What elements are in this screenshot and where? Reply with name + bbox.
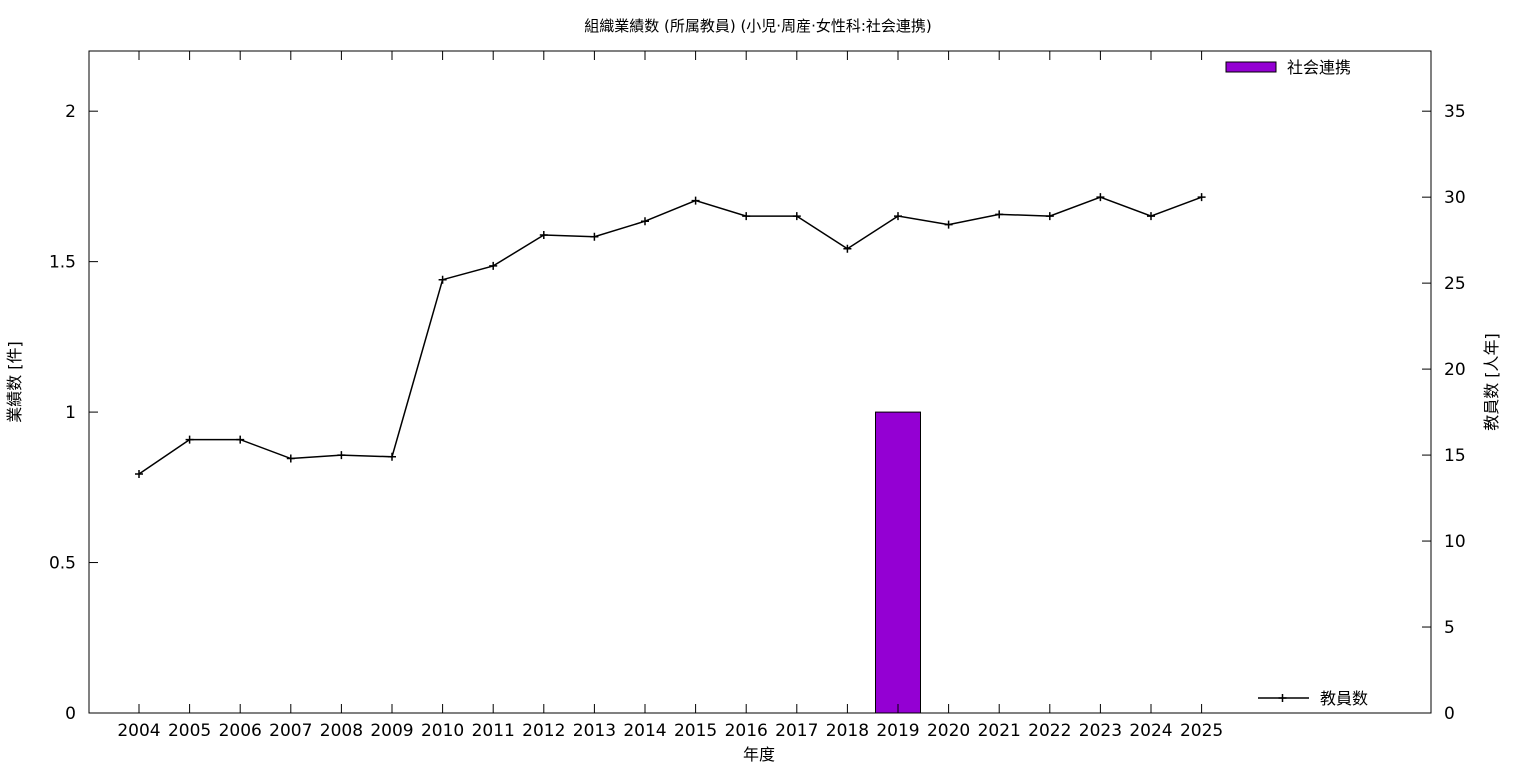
y2-tick-label: 35	[1444, 102, 1466, 122]
y-tick-label: 0	[65, 704, 76, 724]
data-point	[590, 232, 599, 241]
data-point	[1197, 193, 1206, 202]
y-tick-label: 0.5	[49, 554, 76, 574]
data-point	[539, 230, 548, 239]
x-axis: 2004 2005 2006 2007 2008 2009 2010 2011 2012 2013…	[117, 51, 1223, 741]
data-point	[388, 452, 396, 461]
data-point	[489, 261, 498, 270]
data-point	[792, 212, 801, 221]
x-tick-label: 2025	[1180, 721, 1223, 741]
data-point	[1045, 212, 1054, 221]
data-point	[742, 212, 751, 221]
x-tick-label: 2013	[573, 721, 616, 741]
data-point	[843, 244, 852, 253]
data-point	[185, 435, 194, 444]
x-tick-label: 2004	[117, 721, 160, 741]
x-tick-label: 2019	[876, 721, 919, 741]
x-tick-label: 2009	[370, 721, 413, 741]
x-tick-label: 2018	[826, 721, 869, 741]
y-axis-right-title: 教員数 [人年]	[1482, 333, 1501, 431]
y-axis-left-title: 業績数 [件]	[5, 341, 24, 423]
data-point	[1096, 193, 1105, 202]
x-tick-label: 2016	[725, 721, 768, 741]
bar-group	[875, 411, 921, 714]
y2-tick-label: 20	[1444, 360, 1466, 380]
data-point	[135, 469, 143, 478]
y2-tick-label: 5	[1444, 618, 1455, 638]
x-tick-label: 2008	[320, 721, 363, 741]
x-tick-label: 2020	[927, 721, 970, 741]
y2-tick-label: 0	[1444, 704, 1455, 724]
legend-item-bar: 社会連携	[1225, 58, 1351, 77]
data-point	[438, 275, 447, 284]
y-axis-left: 0 0.5 1 1.5 2	[49, 102, 98, 724]
legend-item-line: 教員数	[1258, 689, 1368, 708]
y2-tick-label: 15	[1444, 446, 1466, 466]
legend-label-line: 教員数	[1320, 689, 1368, 708]
data-point	[1147, 212, 1155, 221]
y2-tick-label: 25	[1444, 274, 1466, 294]
y2-tick-label: 30	[1444, 188, 1466, 208]
y-axis-right: 0 5 10 15 20 25 30 35	[1422, 102, 1466, 724]
x-tick-label: 2017	[775, 721, 818, 741]
x-tick-label: 2005	[168, 721, 211, 741]
plot-frame	[88, 50, 1432, 714]
y2-tick-label: 10	[1444, 532, 1466, 552]
x-axis-title: 年度	[743, 745, 775, 764]
line-group	[135, 193, 1206, 478]
x-tick-label: 2022	[1028, 721, 1071, 741]
x-tick-label: 2010	[421, 721, 464, 741]
series-line	[138, 196, 1202, 475]
y-tick-label: 1.5	[49, 253, 76, 273]
x-tick-label: 2024	[1129, 721, 1172, 741]
legend-label-bar: 社会連携	[1287, 58, 1351, 77]
x-tick-label: 2011	[472, 721, 515, 741]
x-tick-label: 2023	[1079, 721, 1122, 741]
x-tick-label: 2014	[623, 721, 666, 741]
data-point	[337, 451, 346, 460]
x-tick-label: 2012	[522, 721, 565, 741]
y-tick-label: 2	[65, 102, 76, 122]
data-point	[236, 435, 245, 444]
bar	[875, 411, 921, 714]
legend-swatch-marker	[1278, 694, 1287, 702]
chart-title: 組織業績数 (所属教員) (小児·周産·女性科:社会連携)	[584, 17, 932, 35]
legend-swatch-bar	[1225, 61, 1277, 73]
y-tick-label: 1	[65, 403, 76, 423]
data-point	[944, 220, 953, 229]
x-tick-label: 2021	[978, 721, 1021, 741]
data-point	[286, 454, 295, 463]
data-point	[894, 212, 902, 221]
x-tick-label: 2007	[269, 721, 312, 741]
data-point	[995, 210, 1004, 219]
x-tick-label: 2006	[219, 721, 262, 741]
data-point	[641, 217, 649, 226]
data-point	[691, 196, 700, 205]
x-tick-label: 2015	[674, 721, 717, 741]
